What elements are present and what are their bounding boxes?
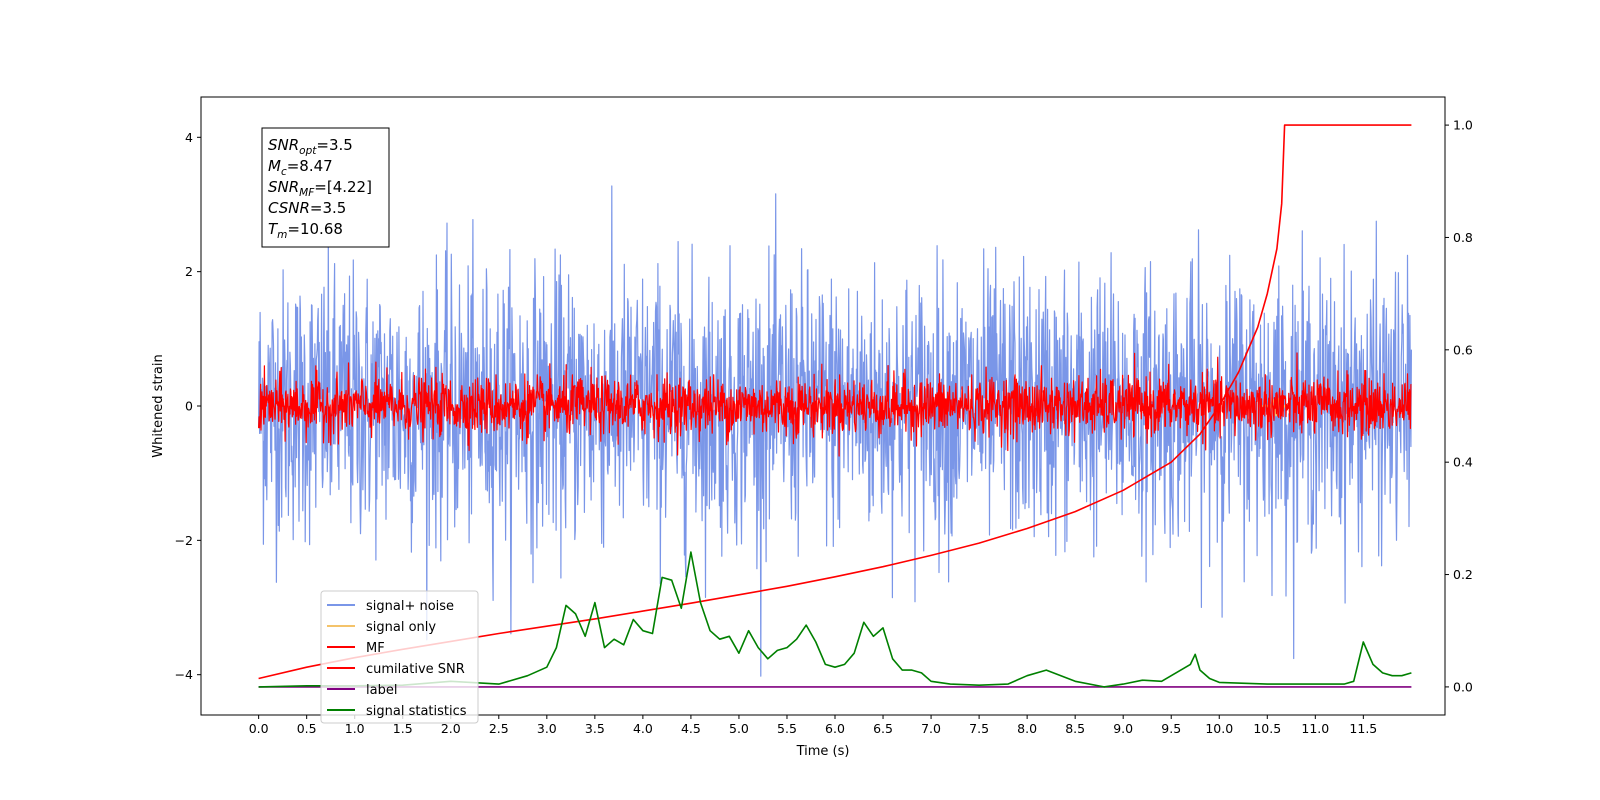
info-sub: m [277,229,287,241]
x-tick-label: 8.0 [1017,721,1037,736]
info-value: =3.5 [316,136,352,154]
x-axis-label: Time (s) [796,744,850,759]
x-axis: 0.0 0.5 1.0 1.5 2.0 2.5 3.0 3.5 4.0 4.5 5.0 5.5 6.0 6… [249,715,1377,736]
series-mf-line [258,352,1412,457]
info-var: M [268,157,281,175]
y-tick-label: 0 [185,399,193,414]
x-tick-label: 6.0 [825,721,845,736]
x-tick-label: 2.5 [489,721,509,736]
legend-label: signal only [366,620,436,635]
x-tick-label: 9.5 [1161,721,1181,736]
info-line: CSNR=3.5 [268,199,346,217]
info-value: =8.47 [287,157,333,175]
y2-tick-label: 0.2 [1453,567,1473,582]
y2-tick-label: 1.0 [1453,118,1473,133]
info-var: T [268,220,279,238]
y-tick-label: −4 [175,667,193,682]
info-value: =3.5 [310,199,346,217]
y2-tick-label: 0.4 [1453,455,1473,470]
info-var: SNR [268,178,299,196]
x-tick-label: 8.5 [1065,721,1085,736]
y-tick-label: 4 [185,130,193,145]
info-box: SNRopt=3.5Mc=8.47SNRMF=[4.22]CSNR=3.5Tm=… [261,127,390,248]
x-tick-label: 2.0 [441,721,461,736]
legend-label: signal statistics [366,704,467,719]
x-tick-label: 7.5 [969,721,989,736]
series-cumilative-snr-line [258,124,1412,680]
x-tick-label: 3.0 [537,721,557,736]
x-tick-label: 0.5 [297,721,317,736]
x-tick-label: 0.0 [249,721,269,736]
info-var: SNR [268,136,299,154]
info-line: SNRopt=3.5 [268,136,353,157]
legend-label: label [366,683,397,698]
x-tick-label: 3.5 [585,721,605,736]
info-line: Mc=8.47 [268,157,333,178]
series-signal-statistics-line [258,551,1412,688]
x-tick-label: 7.0 [921,721,941,736]
legend-label: cumilative SNR [366,662,465,677]
x-tick-label: 10.0 [1205,721,1233,736]
info-line: SNRMF=[4.22] [268,178,372,199]
info-var: CSNR [268,199,310,217]
y2-tick-label: 0.6 [1453,342,1473,357]
y2-tick-label: 0.0 [1453,679,1473,694]
legend-label: MF [366,641,385,656]
legend-frame [320,590,479,724]
y-axis-left: 4 2 0 −2 −4 [175,130,201,682]
x-tick-label: 4.0 [633,721,653,736]
info-box-frame [261,127,390,248]
x-tick-label: 10.5 [1253,721,1281,736]
info-sub: MF [299,187,315,199]
x-tick-label: 11.0 [1301,721,1329,736]
y-axis-label: Whitened strain [151,354,166,457]
x-tick-label: 5.0 [729,721,749,736]
info-line: Tm=10.68 [268,220,343,241]
info-sub: c [281,166,287,178]
y2-tick-label: 0.8 [1453,230,1473,245]
info-value: =10.68 [287,220,343,238]
info-sub: opt [299,145,317,157]
x-tick-label: 6.5 [873,721,893,736]
x-tick-label: 11.5 [1349,721,1377,736]
x-tick-label: 9.0 [1113,721,1133,736]
x-tick-label: 5.5 [777,721,797,736]
x-tick-label: 1.5 [393,721,413,736]
legend-label: signal+ noise [366,599,454,614]
y-tick-label: −2 [175,533,193,548]
y-tick-label: 2 [185,264,193,279]
info-value: =[4.22] [314,178,372,196]
x-tick-label: 4.5 [681,721,701,736]
y-axis-right: 1.0 0.8 0.6 0.4 0.2 0.0 [1445,118,1473,694]
x-tick-label: 1.0 [345,721,365,736]
legend: signal+ noise signal only MF cumilative SNR… [320,590,479,724]
